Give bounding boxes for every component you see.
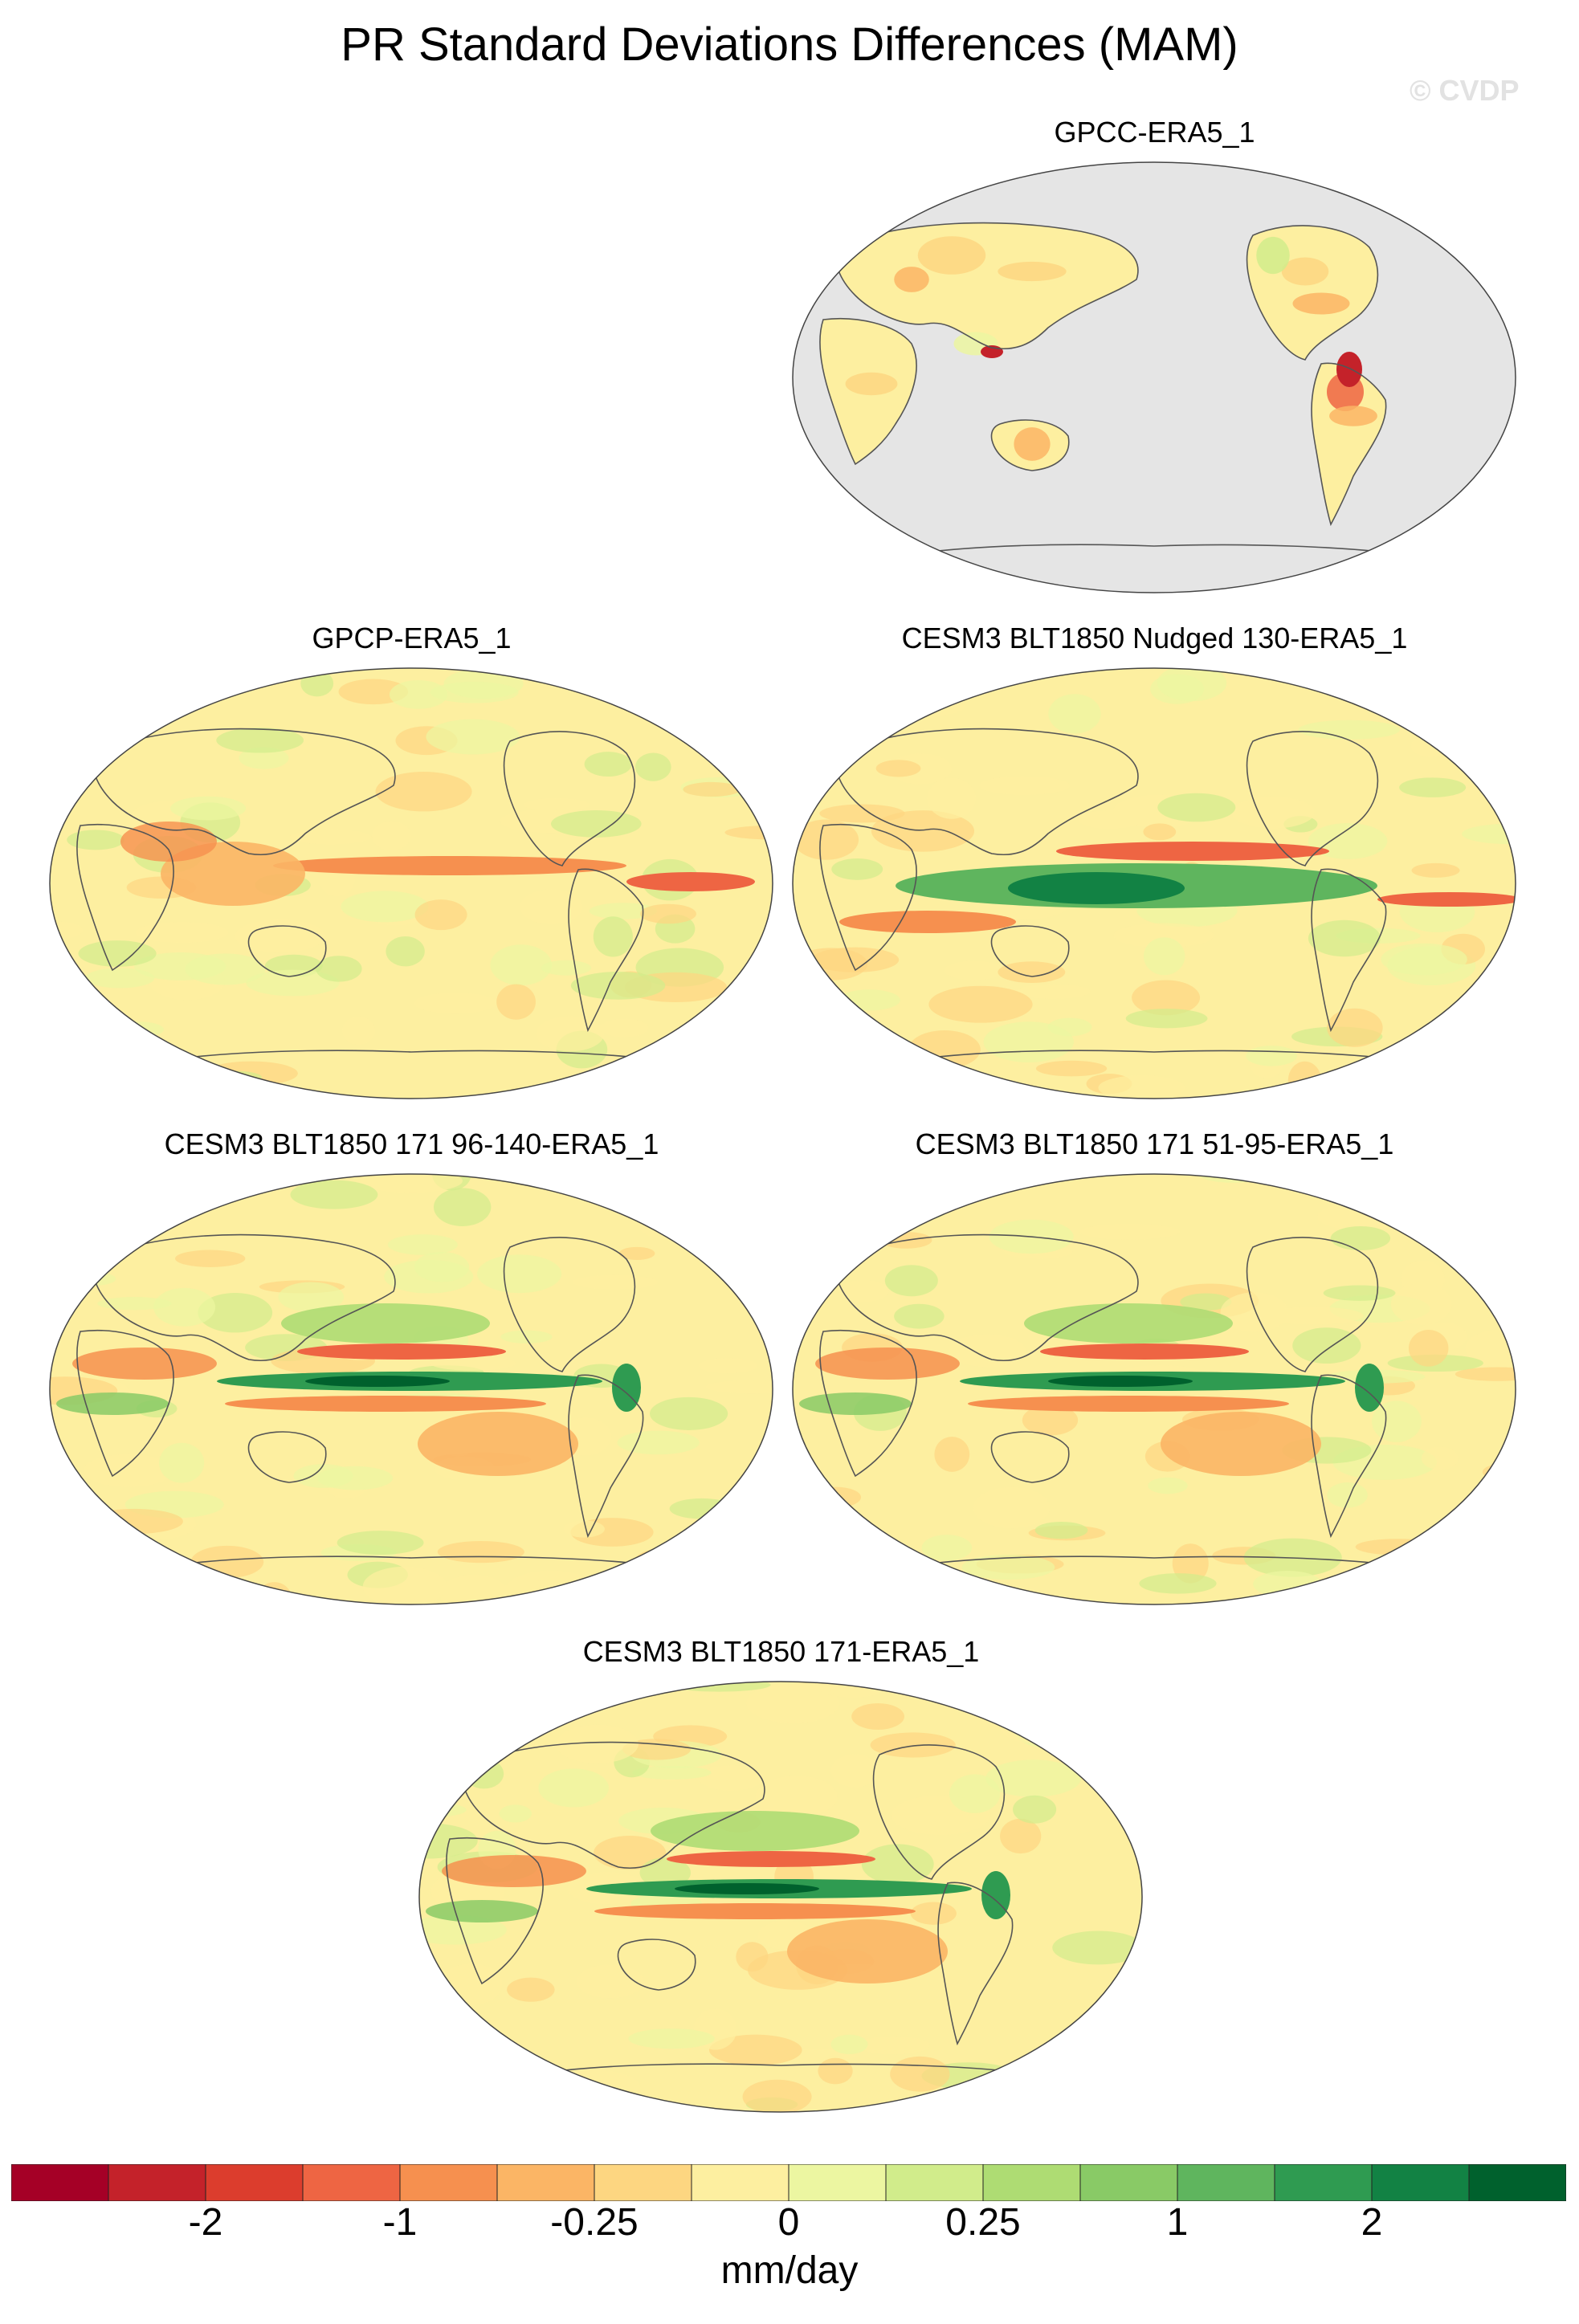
chart-title: PR Standard Deviations Differences (MAM) xyxy=(341,18,1238,71)
map-panel: CESM3 BLT1850 Nudged 130-ERA5_1 xyxy=(791,618,1518,1100)
map-panel: GPCC-ERA5_1 xyxy=(791,112,1518,594)
colorbar-swatch xyxy=(788,2164,887,2201)
robinson-map xyxy=(792,667,1516,1099)
colorbar-swatch xyxy=(1371,2164,1470,2201)
colorbar-swatch xyxy=(1079,2164,1178,2201)
colorbar-swatch xyxy=(205,2164,304,2201)
colorbar-tick-label: -1 xyxy=(382,2201,418,2244)
colorbar-swatch xyxy=(302,2164,401,2201)
map-panel: GPCP-ERA5_1 xyxy=(48,618,775,1100)
colorbar-tick-label: -0.25 xyxy=(550,2201,639,2244)
robinson-map xyxy=(792,1173,1516,1605)
map-panel: CESM3 BLT1850 171 96-140-ERA5_1 xyxy=(48,1124,775,1606)
colorbar xyxy=(11,2164,1566,2201)
colorbar-tick-label: -2 xyxy=(188,2201,223,2244)
colorbar-swatch xyxy=(1274,2164,1373,2201)
panel-title: CESM3 BLT1850 Nudged 130-ERA5_1 xyxy=(901,622,1408,654)
panel-title: CESM3 BLT1850 171-ERA5_1 xyxy=(582,1635,980,1668)
robinson-map xyxy=(792,161,1516,593)
colorbar-swatch xyxy=(496,2164,595,2201)
colorbar-tick-label: 1 xyxy=(1166,2201,1189,2244)
map-panel: CESM3 BLT1850 171 51-95-ERA5_1 xyxy=(791,1124,1518,1606)
panel-title: CESM3 BLT1850 171 96-140-ERA5_1 xyxy=(164,1127,659,1160)
colorbar-tick-label: 0.25 xyxy=(945,2201,1021,2244)
colorbar-swatch xyxy=(11,2164,109,2201)
robinson-map xyxy=(49,1173,773,1605)
colorbar-tick-label: 2 xyxy=(1361,2201,1383,2244)
colorbar-swatch xyxy=(885,2164,984,2201)
colorbar-tick-label: 0 xyxy=(777,2201,800,2244)
panel-title: GPCP-ERA5_1 xyxy=(312,622,512,654)
watermark-text: © CVDP xyxy=(1410,74,1520,107)
colorbar-units-label: mm/day xyxy=(720,2249,859,2292)
robinson-map xyxy=(418,1681,1143,2113)
colorbar-swatch xyxy=(399,2164,498,2201)
robinson-map xyxy=(49,667,773,1099)
colorbar-swatch xyxy=(691,2164,790,2201)
map-panel: CESM3 BLT1850 171-ERA5_1 xyxy=(418,1632,1144,2114)
colorbar-swatch xyxy=(982,2164,1081,2201)
colorbar-swatch xyxy=(108,2164,206,2201)
colorbar-swatch xyxy=(1177,2164,1275,2201)
colorbar-swatch xyxy=(1468,2164,1566,2201)
panel-title: CESM3 BLT1850 171 51-95-ERA5_1 xyxy=(915,1127,1394,1160)
panel-title: GPCC-ERA5_1 xyxy=(1054,116,1255,149)
colorbar-swatch xyxy=(594,2164,692,2201)
